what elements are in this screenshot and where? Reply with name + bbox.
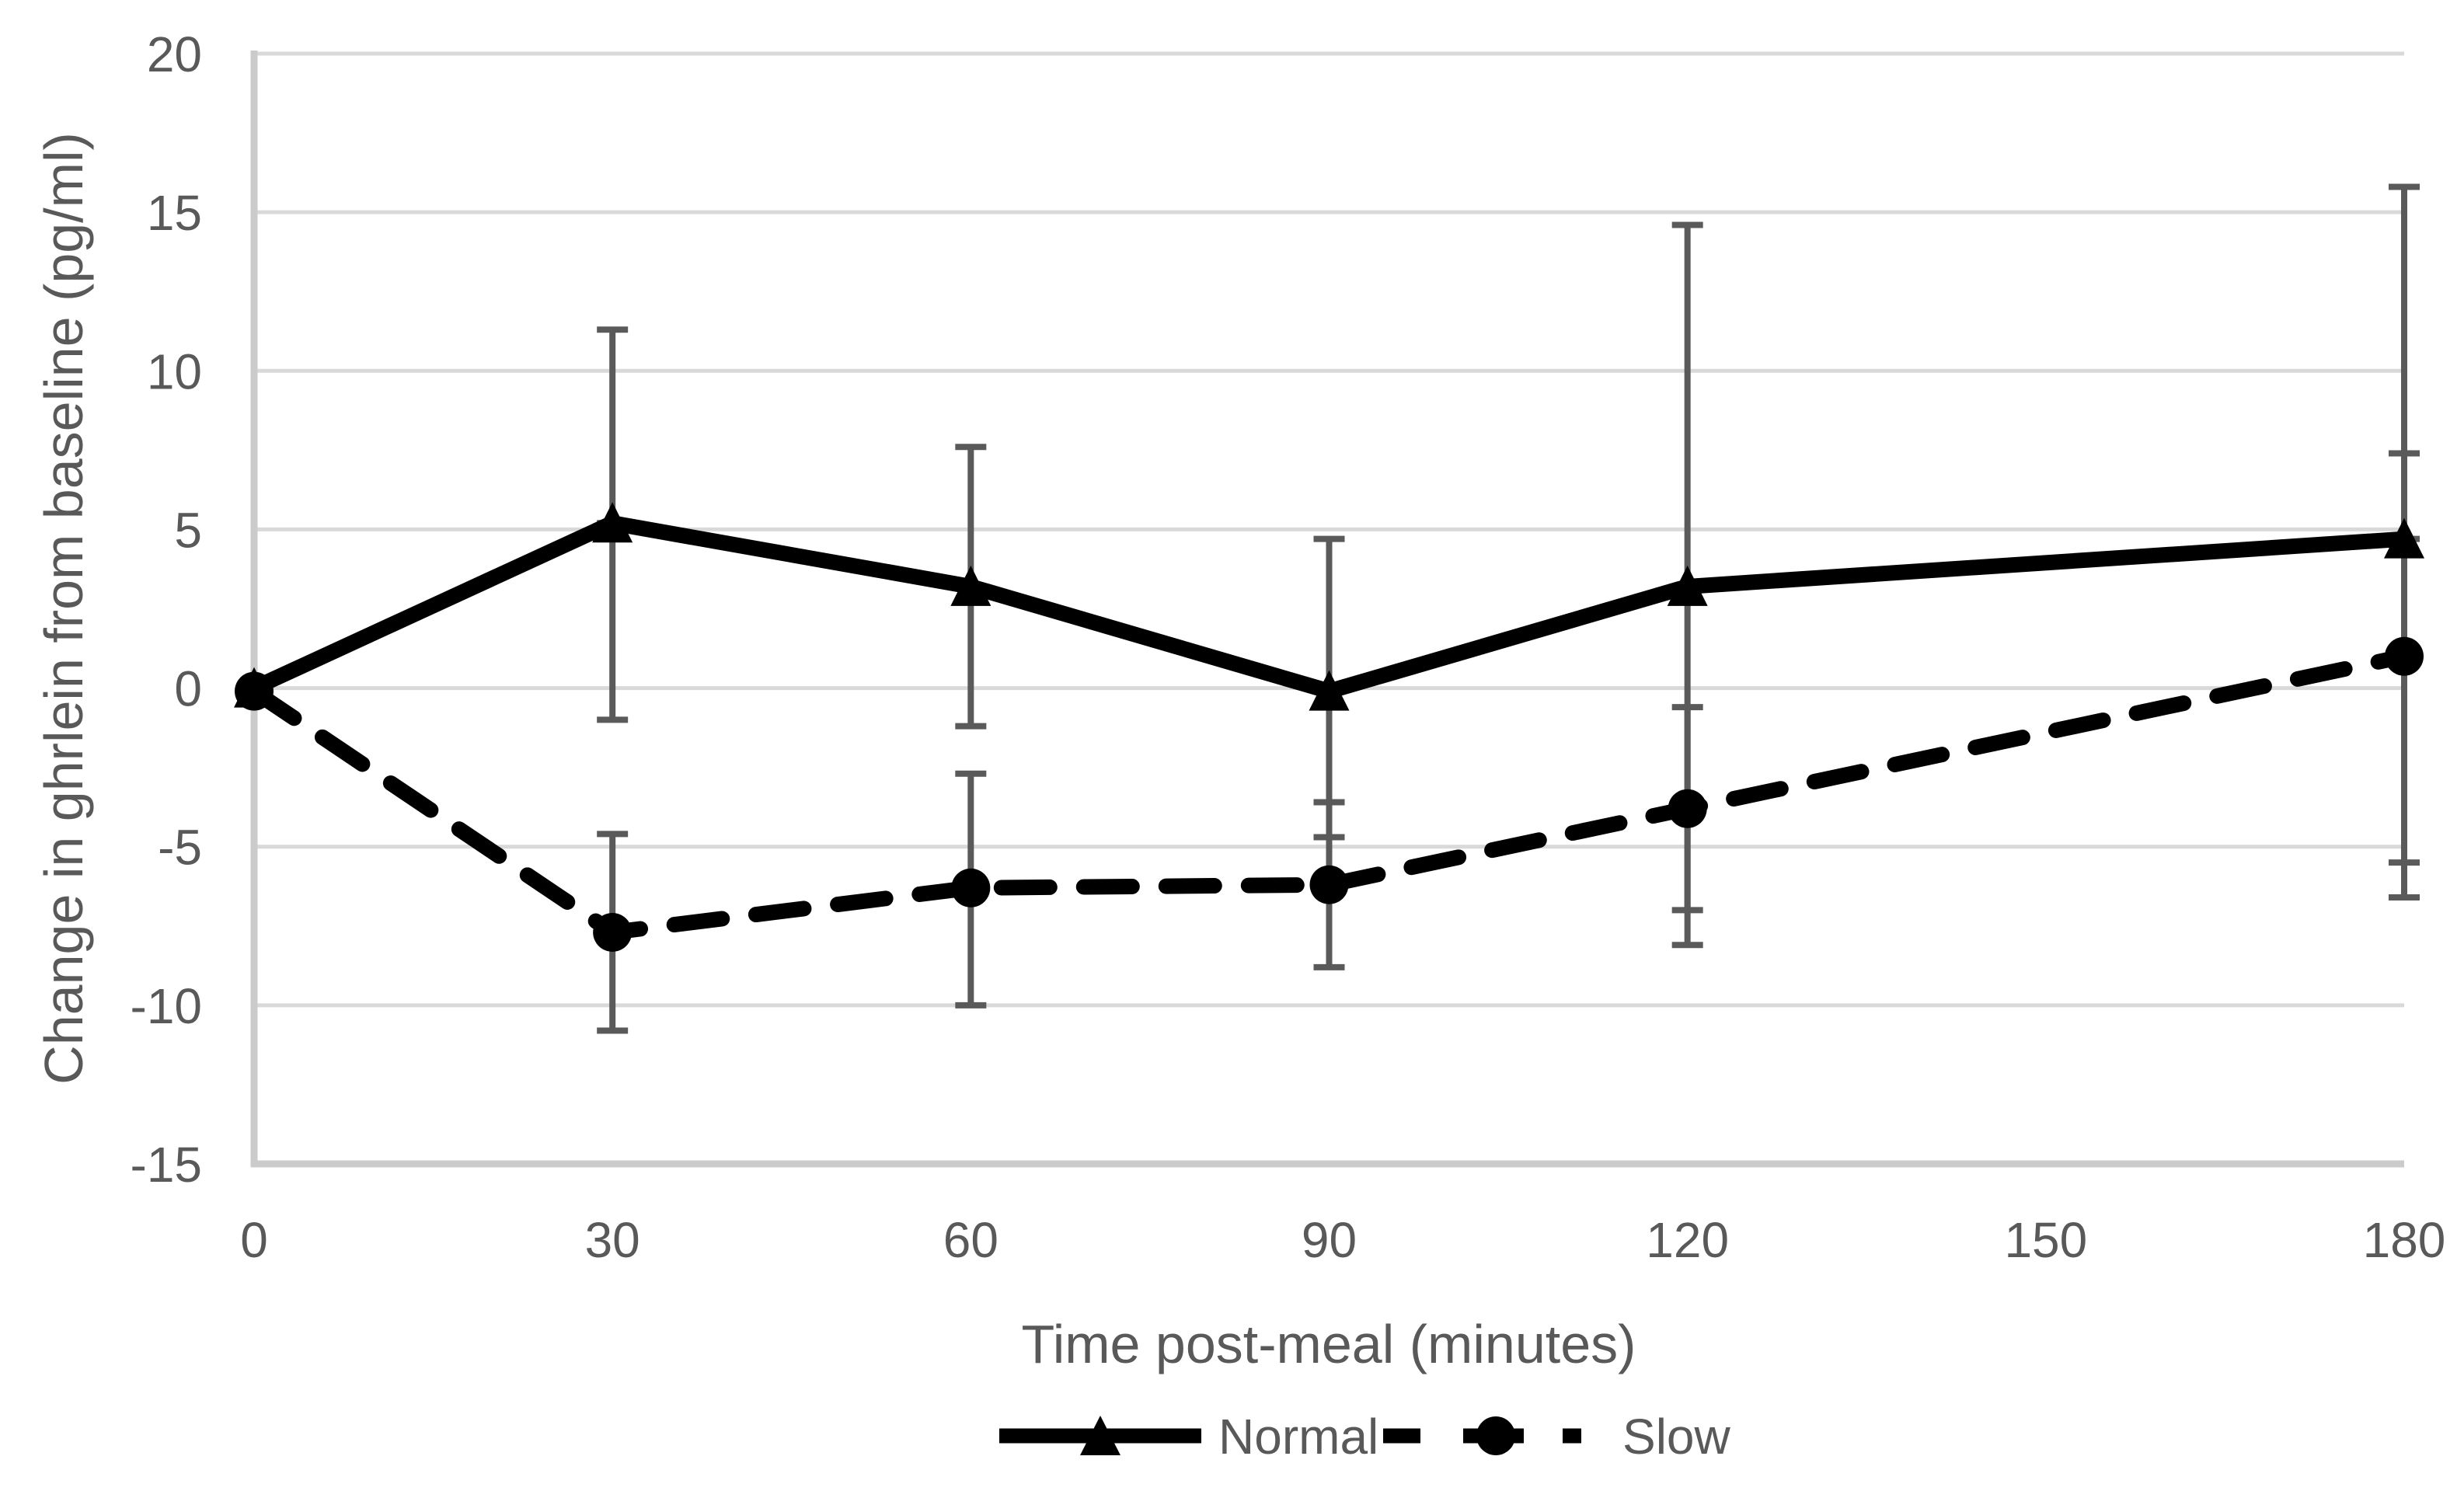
x-axis-tick-labels: 0 30 60 90 120 150 180 xyxy=(240,1212,2445,1268)
y-tick-label: 20 xyxy=(147,26,202,82)
x-axis-title: Time post-meal (minutes) xyxy=(1022,1314,1636,1374)
marker-triangle xyxy=(1667,565,1708,606)
marker-circle xyxy=(2385,636,2424,676)
series-line-slow xyxy=(246,648,2412,940)
x-tick-label: 60 xyxy=(943,1212,998,1268)
y-axis-tick-labels: 20 15 10 5 0 -5 -10 -15 xyxy=(131,26,203,1193)
legend-label-normal: Normal xyxy=(1218,1409,1378,1465)
y-tick-label: -15 xyxy=(131,1137,203,1193)
x-tick-label: 30 xyxy=(585,1212,640,1268)
marker-triangle xyxy=(2384,517,2424,559)
legend: Normal Slow xyxy=(999,1409,1731,1465)
legend-label-slow: Slow xyxy=(1622,1409,1731,1465)
marker-triangle xyxy=(234,667,274,708)
series-lines xyxy=(234,502,2424,952)
y-tick-label: 15 xyxy=(147,185,202,241)
y-tick-label: 5 xyxy=(174,502,202,558)
marker-circle xyxy=(1309,865,1349,904)
x-tick-label: 0 xyxy=(240,1212,268,1268)
x-tick-label: 150 xyxy=(2004,1212,2087,1268)
y-tick-label: -10 xyxy=(131,978,203,1034)
y-tick-label: 0 xyxy=(174,661,202,717)
marker-triangle xyxy=(1309,670,1350,711)
axis-lines xyxy=(250,51,2404,1168)
legend-normal-triangle-icon xyxy=(1080,1416,1120,1455)
marker-circle xyxy=(1668,789,1707,828)
marker-triangle xyxy=(950,565,992,606)
x-tick-label: 180 xyxy=(2363,1212,2446,1268)
y-tick-label: -5 xyxy=(158,820,202,876)
series-line-normal xyxy=(246,515,2412,699)
x-tick-label: 90 xyxy=(1302,1212,1357,1268)
marker-triangle xyxy=(592,502,633,543)
y-tick-label: 10 xyxy=(147,343,202,399)
y-axis-title: Change in ghrlein from baseline (pg/ml) xyxy=(33,132,94,1085)
x-tick-label: 120 xyxy=(1646,1212,1729,1268)
marker-circle xyxy=(593,912,633,952)
legend-slow-circle-icon xyxy=(1476,1416,1515,1455)
marker-circle xyxy=(951,868,991,907)
